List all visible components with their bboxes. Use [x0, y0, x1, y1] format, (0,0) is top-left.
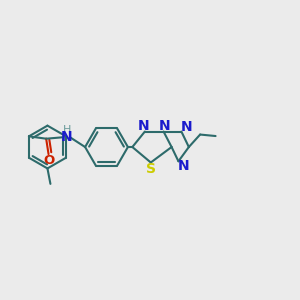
Text: N: N — [137, 118, 149, 133]
Text: S: S — [146, 162, 156, 176]
Text: N: N — [61, 130, 73, 144]
Text: O: O — [43, 154, 54, 166]
Text: H: H — [62, 125, 71, 135]
Text: N: N — [181, 120, 193, 134]
Text: N: N — [159, 118, 171, 133]
Text: N: N — [178, 159, 190, 173]
